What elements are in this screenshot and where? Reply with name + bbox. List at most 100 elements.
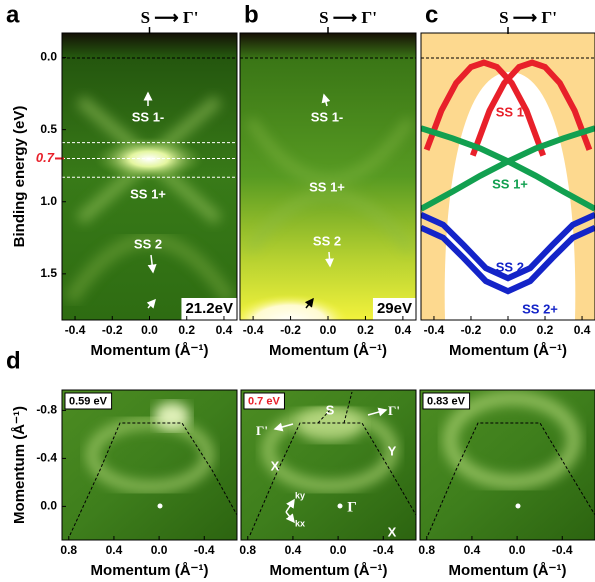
x-tick-label: 0.0 <box>320 323 337 337</box>
gamma-point <box>157 503 163 509</box>
band-lines <box>421 59 595 295</box>
x-tick-label: 0.4 <box>216 323 233 337</box>
annotation: SS 1- <box>132 109 165 124</box>
energy-label: 0.59 eV <box>69 395 108 407</box>
x-axis-label: Momentum (Å⁻¹) <box>91 562 209 579</box>
intensity-map <box>62 390 237 540</box>
map-feature <box>296 409 364 441</box>
map-spot <box>94 137 204 181</box>
energy-label: 0.7 eV <box>248 395 280 407</box>
map-spot <box>240 294 350 320</box>
arrows <box>143 91 334 309</box>
series-label: SS 2+ <box>522 301 558 316</box>
y-tick-label: 1.0 <box>40 194 57 208</box>
x-tick-label: 0.0 <box>141 323 158 337</box>
energy-box <box>243 392 285 410</box>
y-tick-label: 0.5 <box>40 122 57 136</box>
annotation: SS 2 <box>134 236 162 251</box>
plot-frame <box>61 389 238 541</box>
annotation: S <box>326 402 335 417</box>
panel-label: c <box>425 1 438 28</box>
x-axis-label: Momentum (Å⁻¹) <box>270 562 388 579</box>
map-feature <box>64 233 236 304</box>
x-tick-label: 0.8 <box>418 543 435 557</box>
energy-box <box>372 298 416 320</box>
x-tick-label: -0.4 <box>552 543 573 557</box>
y-tick-label: -0.4 <box>36 451 57 465</box>
x-tick-label: 0.0 <box>151 543 168 557</box>
band-line <box>421 224 595 295</box>
y-axis-label: Binding energy (eV) <box>11 106 28 248</box>
band-line <box>421 125 595 212</box>
energy-box <box>64 392 113 410</box>
annotation: Y <box>388 443 397 458</box>
x-tick-label: -0.4 <box>65 323 86 337</box>
panel: SS 1- SS 1+ SS 2 29eV -0.4 -0.2 0.0 0.2 0.4 Momen… <box>239 1 417 359</box>
arrow <box>321 93 331 107</box>
x-axis-label: Momentum (Å⁻¹) <box>91 342 209 359</box>
intensity-map <box>62 33 237 320</box>
intensity-map <box>241 390 416 540</box>
x-tick-label: 0.4 <box>285 543 302 557</box>
arrow <box>304 297 314 309</box>
series-label: SS 1+ <box>492 176 528 191</box>
y-tick-label: -0.8 <box>36 403 57 417</box>
annotation: kx <box>295 518 305 528</box>
arrow <box>146 298 156 309</box>
map-feature <box>443 391 581 489</box>
plot-frame <box>240 389 417 541</box>
x-tick-label: 0.2 <box>178 323 195 337</box>
x-tick-label: 0.8 <box>60 543 77 557</box>
x-tick-label: 0.8 <box>239 543 256 557</box>
photon-energy: 21.2eV <box>185 300 233 317</box>
x-axis-label: Momentum (Å⁻¹) <box>449 342 567 359</box>
panel: S Γ' Γ' X Y Γ Xky kx 0.7 eV 0.8 0.4 0.0 -0.4 Momentum… <box>239 389 417 579</box>
panel-header: S ⟶ Γ' <box>499 8 557 27</box>
photon-energy: 29eV <box>377 300 412 317</box>
annotation: SS 1+ <box>130 186 166 201</box>
x-tick-label: 0.4 <box>464 543 481 557</box>
arrow <box>285 498 295 513</box>
arrow <box>273 422 294 432</box>
y-tick-label: 0.0 <box>40 50 57 64</box>
x-tick-label: 0.2 <box>537 323 554 337</box>
map-feature <box>154 402 190 430</box>
panel: 0.59 eV 0.8 0.4 0.0 -0.4 -0.8 -0.4 0.0 Momentum … <box>6 347 238 579</box>
arrow <box>324 251 334 268</box>
x-tick-label: 0.4 <box>395 323 412 337</box>
series-label: SS 1- <box>496 104 529 119</box>
x-tick-label: -0.4 <box>373 543 394 557</box>
band-line <box>421 211 595 282</box>
arrows <box>273 407 388 524</box>
panel-label: a <box>6 1 20 28</box>
x-tick-label: -0.4 <box>243 323 264 337</box>
x-tick-label: -0.2 <box>102 323 123 337</box>
arrow <box>285 511 295 524</box>
x-axis-label: Momentum (Å⁻¹) <box>269 342 387 359</box>
x-tick-label: -0.4 <box>194 543 215 557</box>
x-tick-label: -0.2 <box>280 323 301 337</box>
x-axis-label: Momentum (Å⁻¹) <box>449 562 567 579</box>
panel-header: S ⟶ Γ' <box>141 8 199 27</box>
annotation: X <box>388 524 397 539</box>
x-tick-label: 0.4 <box>574 323 591 337</box>
arrow <box>147 254 157 274</box>
zone-boundary <box>249 391 416 536</box>
arrow <box>367 407 388 417</box>
y-tick-label: 1.5 <box>40 266 57 280</box>
panel-header: S ⟶ Γ' <box>319 8 377 27</box>
x-tick-label: -0.2 <box>461 323 482 337</box>
panel: 0.7 SS 1- SS 1+ SS 2 21.2eV -0.4 -0.2 0.0 0.2 0.4… <box>6 1 238 359</box>
energy-box <box>181 298 237 320</box>
annotation: ky <box>295 490 305 500</box>
panel: 0.83 eV 0.8 0.4 0.0 -0.4 Momentum (Å⁻¹) <box>418 389 595 579</box>
panel-label: b <box>244 1 259 28</box>
annotation: Γ' <box>388 403 400 418</box>
x-tick-label: 0.0 <box>330 543 347 557</box>
annotation: Γ' <box>256 423 268 438</box>
annotation: SS 2 <box>313 233 341 248</box>
annotation: SS 1+ <box>309 179 345 194</box>
map-feature <box>245 117 415 253</box>
band-line <box>423 59 593 157</box>
